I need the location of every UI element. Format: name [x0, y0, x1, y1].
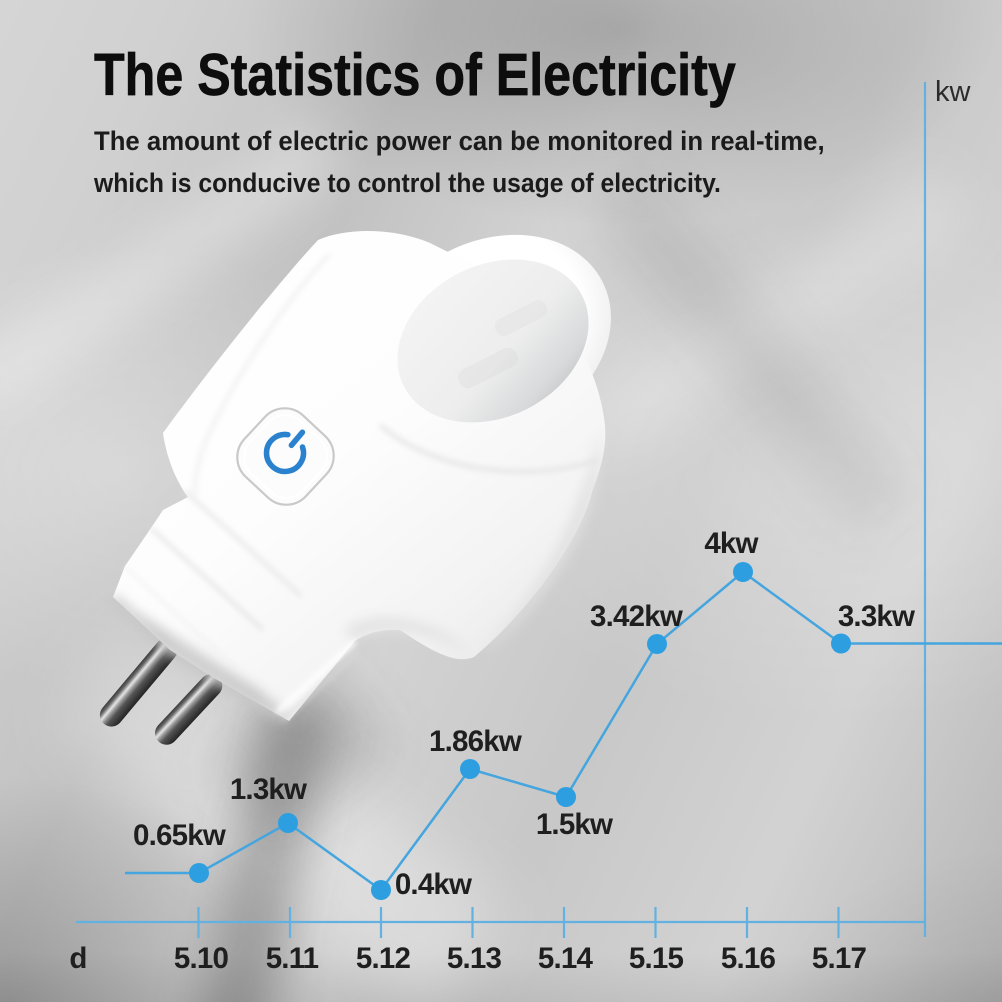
svg-text:1.5kw: 1.5kw [536, 808, 613, 841]
svg-text:5.17: 5.17 [812, 942, 867, 975]
svg-text:kw: kw [935, 76, 972, 108]
svg-text:5.10: 5.10 [174, 942, 229, 975]
svg-text:0.4kw: 0.4kw [395, 868, 472, 901]
svg-text:5.15: 5.15 [629, 942, 684, 975]
svg-text:3.42kw: 3.42kw [590, 600, 683, 633]
svg-text:5.11: 5.11 [266, 942, 319, 975]
svg-text:5.12: 5.12 [356, 942, 411, 975]
svg-text:d: d [69, 942, 86, 975]
svg-text:4kw: 4kw [704, 527, 758, 560]
svg-text:5.16: 5.16 [721, 942, 776, 975]
svg-text:1.3kw: 1.3kw [230, 773, 307, 806]
svg-text:1.86kw: 1.86kw [429, 725, 522, 758]
svg-text:3.3kw: 3.3kw [838, 600, 915, 633]
svg-text:5.13: 5.13 [447, 942, 502, 975]
svg-text:5.14: 5.14 [538, 942, 594, 975]
svg-text:0.65kw: 0.65kw [133, 819, 226, 852]
